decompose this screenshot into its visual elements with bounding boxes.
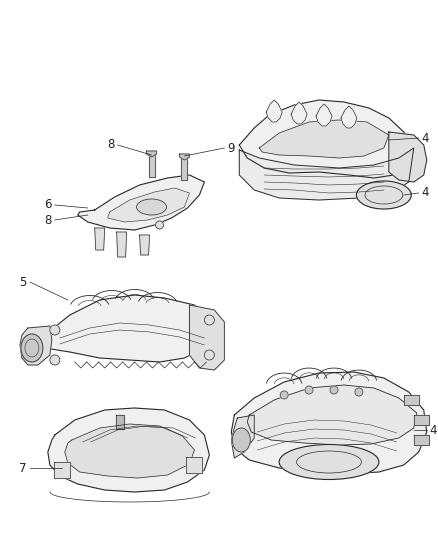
Polygon shape <box>290 102 307 124</box>
Polygon shape <box>186 457 202 473</box>
Polygon shape <box>179 154 189 160</box>
Polygon shape <box>239 148 413 200</box>
Polygon shape <box>139 235 149 255</box>
Text: 6: 6 <box>44 198 52 212</box>
Text: 4: 4 <box>421 187 428 199</box>
Polygon shape <box>231 372 426 474</box>
Polygon shape <box>388 132 426 182</box>
Ellipse shape <box>21 334 43 362</box>
Polygon shape <box>413 435 428 445</box>
Polygon shape <box>20 326 52 365</box>
Polygon shape <box>28 295 214 362</box>
Circle shape <box>50 355 60 365</box>
Text: 8: 8 <box>107 139 114 151</box>
Polygon shape <box>413 415 428 425</box>
Ellipse shape <box>279 445 378 480</box>
Polygon shape <box>115 415 124 429</box>
Polygon shape <box>403 395 418 405</box>
Polygon shape <box>239 100 413 178</box>
Text: 5: 5 <box>20 276 27 288</box>
Polygon shape <box>265 100 282 122</box>
Text: 9: 9 <box>227 141 234 155</box>
Polygon shape <box>65 424 194 478</box>
Polygon shape <box>117 232 126 257</box>
Text: 8: 8 <box>44 214 52 227</box>
Polygon shape <box>181 158 187 180</box>
Polygon shape <box>48 408 209 492</box>
Polygon shape <box>315 104 331 126</box>
Text: 7: 7 <box>19 462 27 474</box>
Circle shape <box>279 391 287 399</box>
Polygon shape <box>231 415 254 458</box>
Text: 4: 4 <box>429 424 436 437</box>
Circle shape <box>204 315 214 325</box>
Polygon shape <box>259 120 388 158</box>
Polygon shape <box>340 106 356 128</box>
Polygon shape <box>247 385 416 445</box>
Polygon shape <box>189 305 224 370</box>
Polygon shape <box>54 462 70 478</box>
Polygon shape <box>78 175 204 230</box>
Ellipse shape <box>356 181 410 209</box>
Polygon shape <box>107 188 189 222</box>
Text: 4: 4 <box>421 132 428 144</box>
Ellipse shape <box>232 428 250 452</box>
Polygon shape <box>146 151 156 157</box>
Circle shape <box>354 388 362 396</box>
Polygon shape <box>95 228 104 250</box>
Circle shape <box>204 350 214 360</box>
Circle shape <box>329 386 337 394</box>
Polygon shape <box>148 155 154 177</box>
Circle shape <box>50 325 60 335</box>
Ellipse shape <box>136 199 166 215</box>
Circle shape <box>155 221 163 229</box>
Circle shape <box>304 386 312 394</box>
